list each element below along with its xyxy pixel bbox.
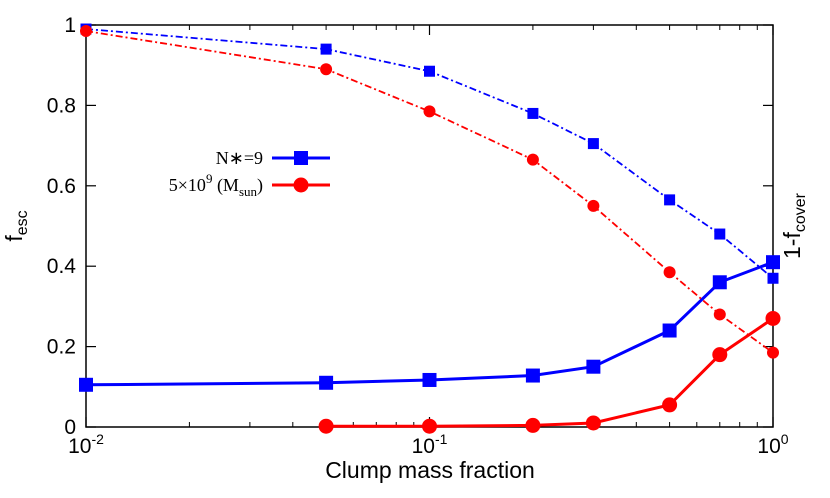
y-axis-title-right-main: 1-f (779, 232, 805, 259)
data-point (424, 65, 435, 77)
data-point (585, 415, 601, 431)
data-point (766, 255, 780, 270)
x-tick-label-exp: -2 (91, 431, 104, 447)
legend: N∗=9 5×109 (Msun) (169, 148, 330, 199)
data-point (527, 107, 539, 119)
series-3 (80, 25, 779, 359)
y-axis-title-left: fesc (1, 210, 31, 241)
y-axis-title-left-sub: esc (14, 210, 31, 235)
data-point (587, 138, 599, 150)
data-point (712, 347, 728, 363)
data-point (714, 228, 726, 240)
data-point (765, 310, 781, 326)
data-point (662, 323, 677, 338)
data-point (767, 272, 779, 284)
legend-label-part: 9 (206, 171, 213, 186)
x-tick-label-base: 10 (412, 435, 435, 458)
data-point (525, 368, 540, 383)
data-point (422, 418, 437, 434)
data-point (526, 153, 539, 166)
x-tick-label: 10-1 (412, 431, 448, 458)
legend-marker (293, 177, 309, 193)
x-tick-label-base: 10 (757, 435, 780, 458)
ticks (85, 24, 774, 428)
y-tick-label: 0 (64, 416, 76, 439)
series-2 (80, 23, 779, 284)
y-tick-label: 1 (64, 14, 76, 37)
legend-label-part: ) (257, 175, 263, 196)
y-axis-title-left-main: f (1, 235, 27, 242)
x-tick-label-exp: 0 (781, 431, 789, 447)
series-1 (318, 310, 781, 434)
data-point (319, 375, 334, 390)
y-tick-label: 0.2 (47, 336, 76, 359)
plot-frame (85, 24, 774, 428)
data-point (767, 346, 779, 359)
data-point (423, 105, 436, 118)
data-point (525, 417, 541, 433)
data-point (712, 275, 727, 290)
y-axis-title-right: 1-fcover (779, 192, 809, 259)
data-point (422, 372, 437, 387)
y-tick-label: 0.6 (47, 175, 76, 198)
x-tick-label-base: 10 (68, 435, 91, 458)
series-0 (79, 255, 780, 392)
legend-label: 5×109 (Msun) (169, 171, 263, 199)
data-point (79, 377, 93, 392)
y-axis-title-right-sub: cover (792, 192, 809, 232)
x-axis-title: Clump mass fraction (325, 457, 535, 483)
legend-marker (294, 151, 308, 165)
legend-entry-0: N∗=9 (216, 148, 330, 168)
data-point (713, 308, 726, 321)
data-point (587, 199, 600, 212)
x-tick-label-exp: -1 (435, 431, 448, 447)
data-point (586, 359, 601, 374)
series-layer (79, 23, 781, 434)
y-tick-label: 0.8 (47, 94, 76, 117)
legend-label-part: sun (239, 184, 258, 199)
legend-label: N∗=9 (216, 148, 263, 168)
data-point (320, 43, 332, 55)
x-tick-label: 10-2 (68, 431, 104, 458)
y-tick-label: 0.4 (47, 255, 77, 278)
data-point (318, 418, 334, 434)
legend-entry-1: 5×109 (Msun) (169, 171, 330, 199)
series-line (85, 30, 774, 354)
legend-label-part: (M (212, 175, 239, 196)
x-tick-label: 100 (757, 431, 788, 458)
legend-label-part: 5×10 (169, 175, 206, 195)
data-point (664, 194, 676, 206)
data-point (80, 25, 92, 38)
data-point (663, 266, 676, 279)
data-point (320, 63, 333, 76)
data-point (662, 397, 678, 413)
series-line (85, 260, 774, 387)
series-line (85, 28, 774, 279)
